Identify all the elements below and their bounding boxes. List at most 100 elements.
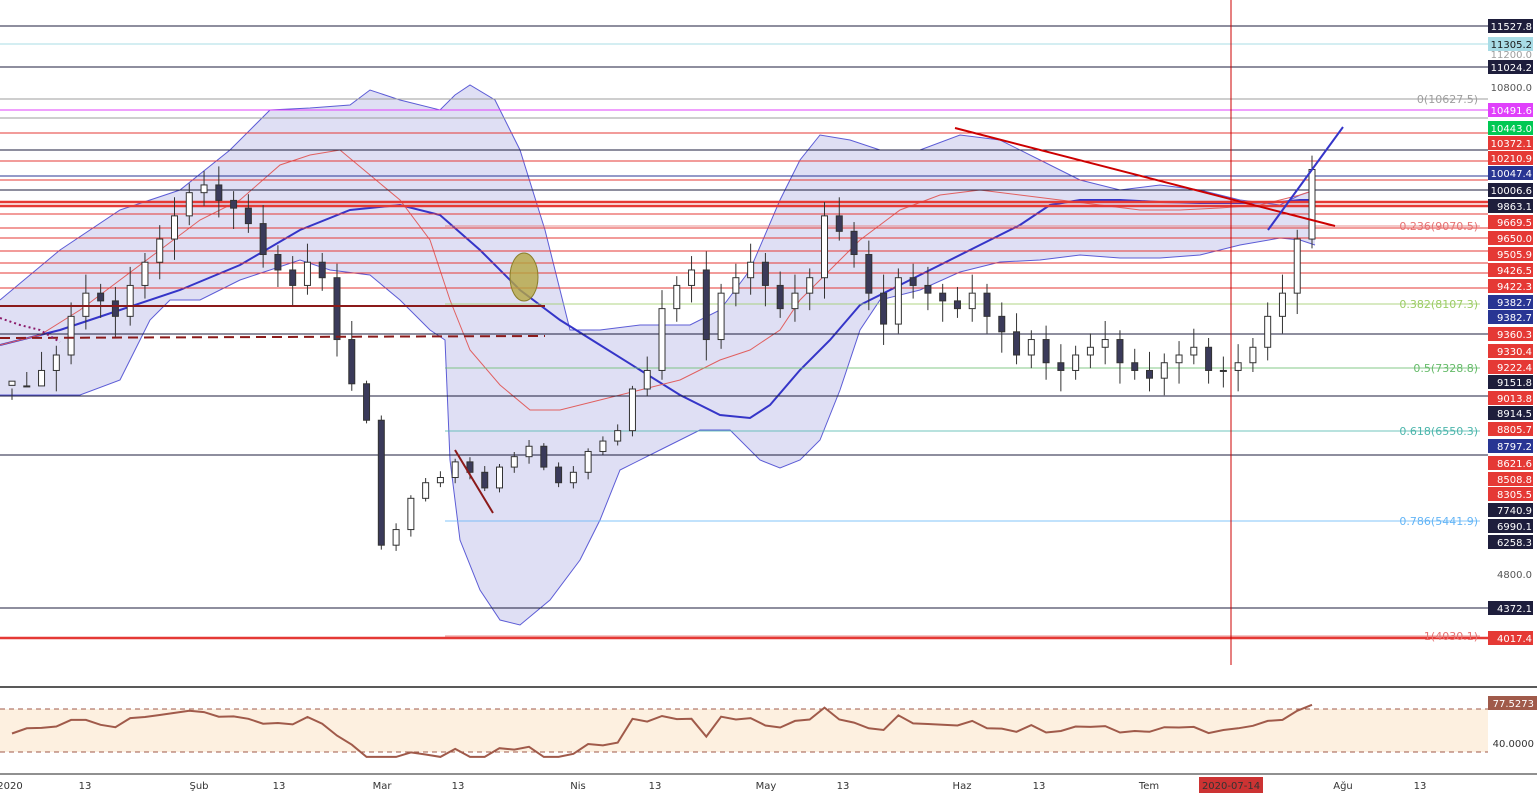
price-axis-label: 9330.4 (1497, 347, 1532, 358)
price-axis-label: 11024.2 (1491, 63, 1532, 74)
rsi-last-value: 77.5273 (1493, 699, 1534, 710)
candle-body (1160, 362, 1168, 379)
price-label-background (1488, 295, 1533, 309)
trendline-red-descending (954, 127, 1336, 227)
price-label-background (1488, 344, 1533, 358)
candle-body (52, 354, 60, 371)
candle-body (333, 277, 341, 341)
candle-body (1175, 354, 1183, 364)
candle-body (289, 269, 297, 286)
candle-body (791, 292, 799, 310)
candle-body (1146, 369, 1153, 379)
candle-body (806, 277, 814, 294)
x-tick-label: 13 (1414, 781, 1427, 792)
price-label-background (1488, 199, 1533, 213)
candle-body (244, 207, 252, 225)
price-axis-label: 10443.0 (1491, 124, 1532, 135)
price-label-background (1488, 375, 1533, 389)
candle-body (215, 184, 223, 201)
price-label-background (1488, 247, 1533, 261)
x-tick-label: Mar (373, 781, 393, 792)
x-tick-label: 13 (79, 781, 92, 792)
price-axis-label: 10372.1 (1491, 139, 1532, 150)
price-axis-label: 9650.0 (1497, 234, 1532, 245)
highlight-ellipse (509, 252, 539, 302)
candle-body (466, 461, 474, 473)
candle-body (171, 215, 178, 240)
candle-body (38, 369, 46, 387)
candle-body (909, 277, 917, 286)
price-label-background (1488, 166, 1533, 180)
price-axis-label: 9422.3 (1497, 282, 1532, 293)
candle-body (67, 315, 75, 356)
price-axis-label: 9013.8 (1497, 394, 1532, 405)
candle-body (939, 292, 947, 302)
candle-body (23, 385, 31, 388)
price-label-background (1488, 327, 1533, 341)
price-label-background (1488, 121, 1533, 135)
candle-body (377, 419, 385, 546)
candle-body (1013, 331, 1021, 356)
price-label-background (1488, 103, 1533, 117)
x-tick-label: 13 (837, 781, 850, 792)
candle-body (200, 184, 208, 194)
price-axis-label: 11200.0 (1491, 50, 1532, 61)
fib-level-label: 0.5(7328.8) (1413, 362, 1478, 375)
price-label-background (1488, 231, 1533, 245)
candle-body (702, 269, 710, 341)
rsi-line (11, 703, 1313, 758)
candle-body (230, 199, 238, 209)
candle-body (451, 461, 459, 479)
candle-body (82, 292, 90, 317)
price-label-background (1488, 503, 1533, 517)
candle-body (1057, 362, 1065, 371)
price-label-background (1488, 37, 1533, 51)
trendline-crash (454, 449, 494, 514)
dotted-line (0, 317, 61, 343)
candle-body (481, 471, 489, 489)
price-axis-label: 4017.4 (1497, 634, 1532, 645)
rsi-value-background (1488, 696, 1537, 710)
fib-level-label: 0.382(8107.3) (1399, 298, 1478, 311)
candle-body (658, 308, 666, 371)
fib-level-label: 0.618(6550.3) (1399, 425, 1478, 438)
price-axis-label: 8797.2 (1497, 442, 1532, 453)
candle-body (584, 450, 592, 473)
candle-body (688, 269, 696, 286)
candle-body (821, 215, 828, 279)
candle-body (953, 300, 961, 310)
highlighted-date-background (1199, 777, 1263, 793)
trendline-blue-ascending (1267, 126, 1344, 231)
x-tick-label: 13 (649, 781, 662, 792)
price-axis-label: 8508.8 (1497, 475, 1532, 486)
price-axis-label: 4372.1 (1497, 604, 1532, 615)
bollinger-upper-line (0, 84, 1316, 331)
price-label-background (1488, 422, 1533, 436)
price-axis-label: 9151.8 (1497, 378, 1532, 389)
moving-average-red (0, 149, 1316, 411)
price-label-background (1488, 391, 1533, 405)
candle-body (747, 261, 755, 279)
candle-body (111, 300, 119, 317)
candle-body (717, 292, 725, 341)
candle-body (1264, 315, 1272, 348)
candle-body (496, 466, 503, 489)
price-label-background (1488, 279, 1533, 293)
candle-body (97, 292, 105, 302)
price-axis-label: 9222.4 (1497, 363, 1532, 374)
price-label-background (1488, 360, 1533, 374)
price-axis-label: 9360.3 (1497, 330, 1532, 341)
price-label-background (1488, 456, 1533, 470)
candle-body (1042, 339, 1050, 364)
candle-body (318, 261, 326, 279)
candle-body (510, 456, 518, 468)
x-tick-label: 2020 (0, 781, 23, 792)
candle-body (1219, 369, 1227, 372)
candle-body (274, 254, 282, 271)
price-axis-label: 9669.5 (1497, 218, 1532, 229)
price-axis-label: 10210.9 (1491, 154, 1532, 165)
price-label-background (1488, 487, 1533, 501)
x-tick-label: May (756, 781, 777, 792)
candle-body (1234, 362, 1242, 371)
